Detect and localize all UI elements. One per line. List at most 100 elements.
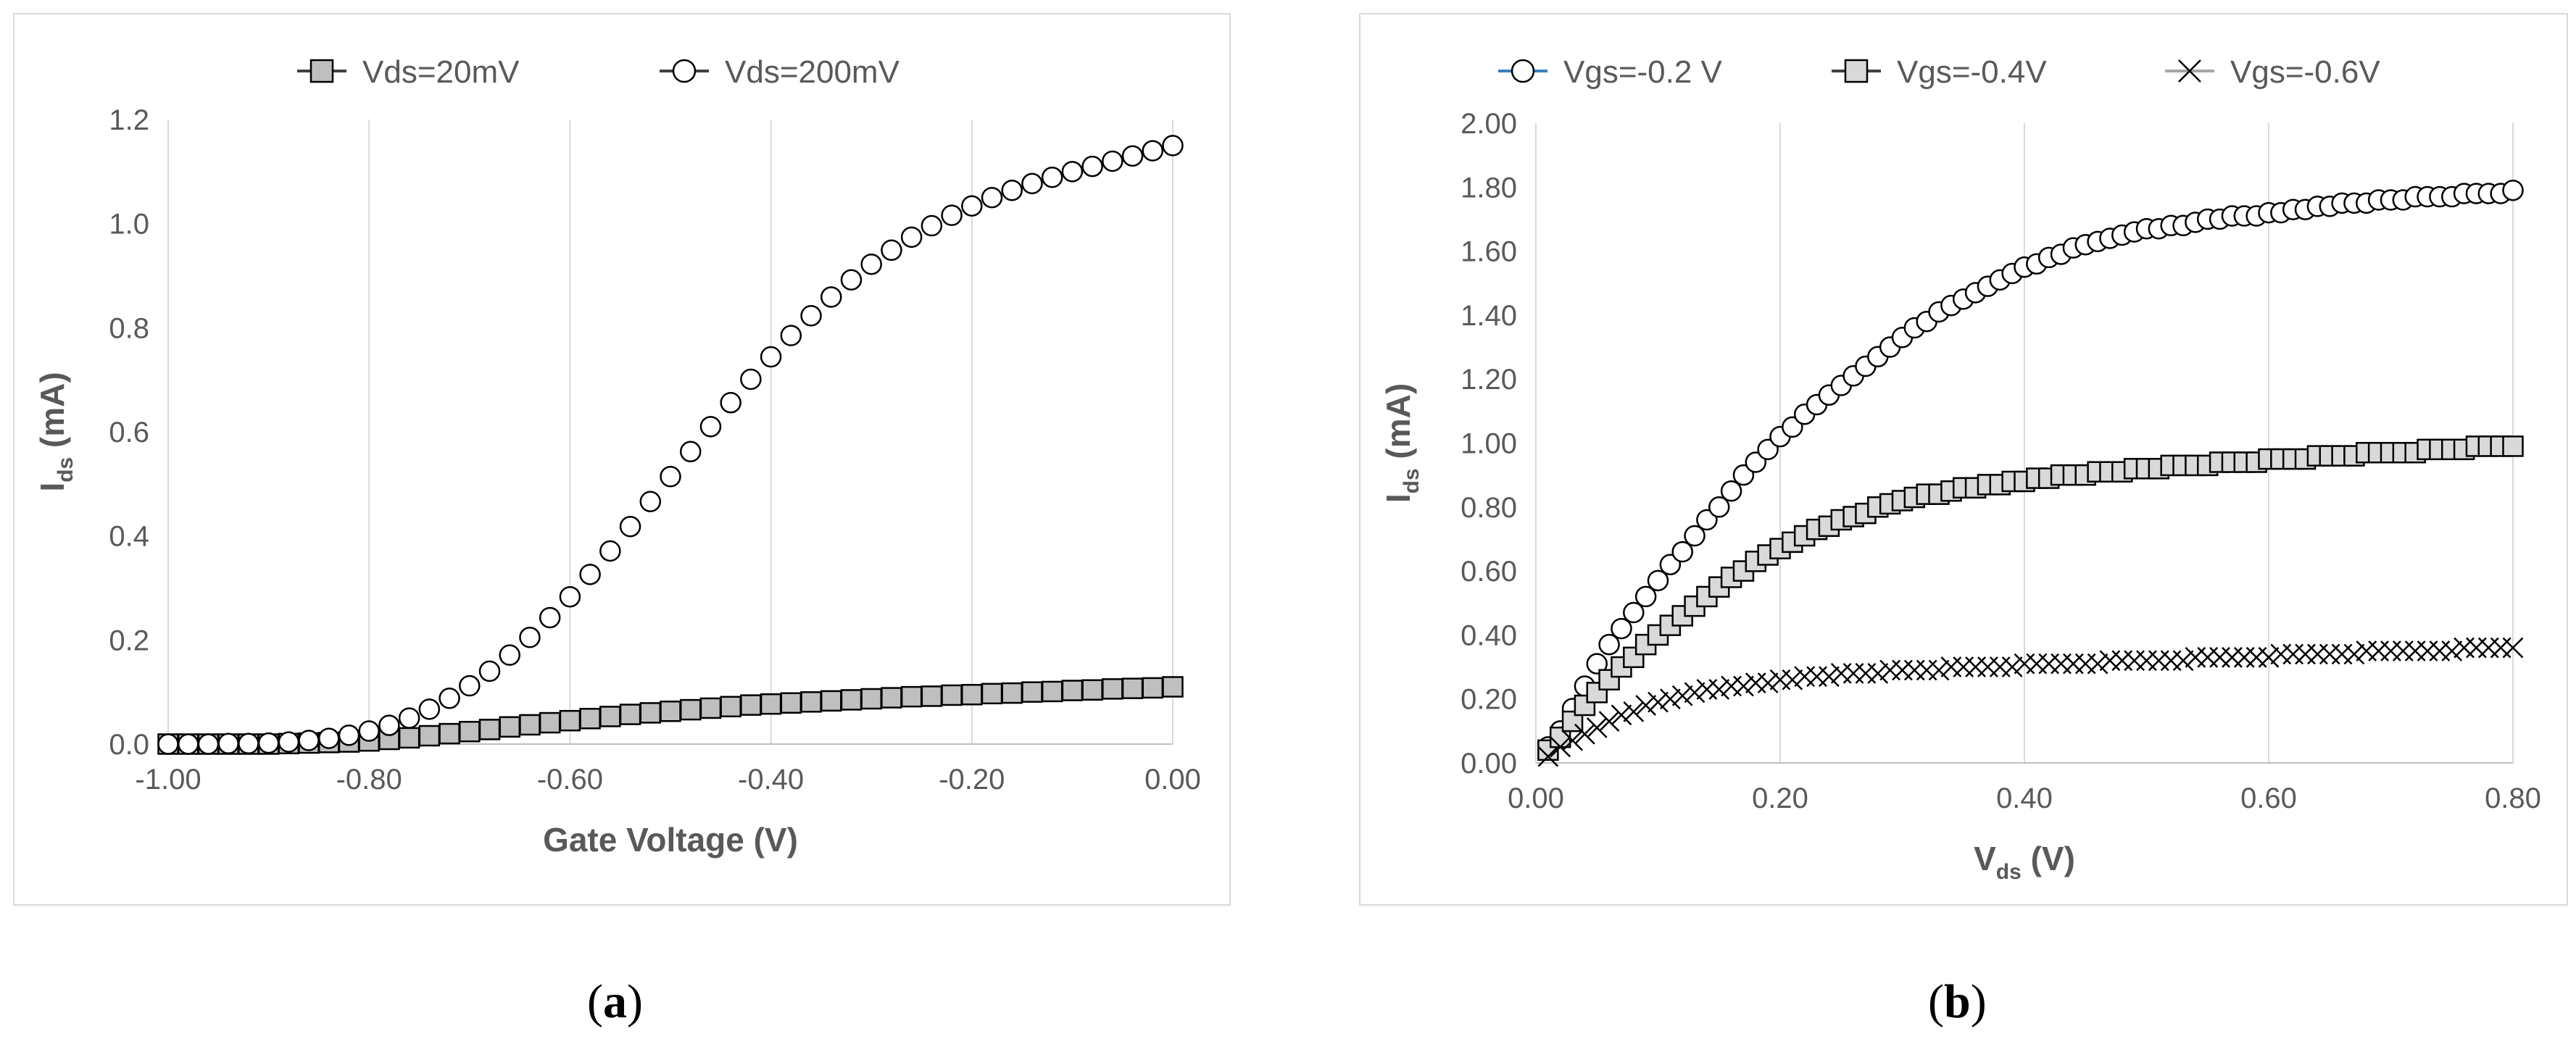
data-point [1720,480,1742,502]
data-point [1162,135,1184,156]
data-point [1733,675,1754,697]
chart-b-svg: 0.00 0.20 0.40 0.60 0.80 0.00 0.20 0.40 0.60 0.80… [1379,54,2541,884]
y-tick-label: 0.60 [1461,556,1517,588]
data-point [478,719,501,740]
data-point [2490,637,2511,659]
series-2 [157,135,1184,755]
data-point [961,195,983,217]
data-point [2172,650,2194,672]
data-point [1892,659,1913,681]
data-point [2368,640,2390,661]
data-point [1611,704,1632,726]
data-point [539,606,561,629]
y-tick-label: 0.00 [1461,748,1517,780]
data-point [2209,646,2230,668]
y-tick-label: 0.2 [109,625,149,656]
data-point [2038,653,2060,675]
x-axis-title: Gate Voltage (V) [543,821,798,859]
data-point [1977,656,1998,677]
y-tick-label: 0.80 [1461,492,1517,524]
data-point [318,727,340,749]
data-point [2222,646,2243,668]
data-point [1819,666,1840,688]
data-point [1745,672,1766,694]
data-point [1708,496,1730,518]
data-point [1537,746,1559,767]
legend-marker [672,59,697,83]
data-point [780,325,802,346]
y-tick-label: 1.00 [1461,428,1517,460]
data-point [358,720,380,742]
y-tick-label: 1.0 [109,209,149,241]
data-point [378,714,400,736]
legend: Vds=20mV Vds=200mV [297,54,900,90]
data-point [1916,659,1937,681]
y-tick-label: 0.40 [1461,619,1517,651]
data-point [257,732,280,754]
data-point [459,675,481,697]
legend-marker [1844,59,1869,83]
data-point [499,716,520,738]
caption-b: (b) [1928,975,1987,1028]
data-point [478,660,501,682]
data-point [679,441,702,463]
data-point [1121,145,1144,167]
data-point [1708,679,1730,700]
x-tick-label: -1.00 [135,764,201,796]
data-point [1855,662,1877,684]
y-tick-label: 1.80 [1461,172,1517,204]
data-point [1953,656,1974,677]
data-point [1586,717,1608,738]
y-axis-title: Ids (mA) [1379,383,1424,503]
data-point [1611,617,1632,640]
data-point [2454,637,2475,659]
data-point [1102,678,1123,700]
data-point [660,700,681,722]
data-point [418,698,441,720]
data-point [197,733,220,755]
data-point [840,269,863,291]
data-point [2160,650,2182,672]
data-point [860,688,882,710]
data-point [1102,150,1123,172]
data-point [981,187,1003,209]
y-axis-title: Ids (mA) [33,372,78,491]
data-point [559,709,581,732]
data-point [2477,637,2499,659]
data-point [740,368,762,391]
data-point [2099,650,2121,672]
data-point [2502,637,2524,659]
data-point [699,697,722,719]
data-point [439,722,460,745]
data-point [941,204,963,226]
data-point [2051,653,2072,675]
data-point [579,708,601,730]
x-tick-label: -0.80 [336,764,402,796]
data-point [2197,646,2219,668]
data-point [619,704,641,725]
data-point [539,711,561,734]
data-point [1842,662,1864,684]
data-point [2074,653,2096,675]
data-point [1647,569,1669,592]
data-point [900,226,923,249]
data-point [881,239,902,262]
series-3 [1537,637,2524,767]
data-point [2502,179,2524,201]
data-point [1659,688,1681,710]
data-point [1721,675,1742,697]
legend: Vgs=-0.2 V Vgs=-0.4V Vgs=-0.6V [1498,54,2380,90]
tick-labels: -1.00 -0.80 -0.60 -0.40 -0.20 0.00 0.0 0.2 0.4 0.… [109,104,1201,796]
data-point [900,685,923,708]
data-point [2111,650,2133,672]
data-point [1635,695,1657,716]
data-point [961,684,983,706]
data-point [1696,679,1718,700]
y-tick-label: 0.0 [109,729,149,761]
data-point [1623,701,1645,722]
data-point [1903,659,1925,681]
data-point [2356,640,2377,661]
data-point [699,416,722,438]
data-point [1001,682,1023,704]
data-point [941,684,963,706]
